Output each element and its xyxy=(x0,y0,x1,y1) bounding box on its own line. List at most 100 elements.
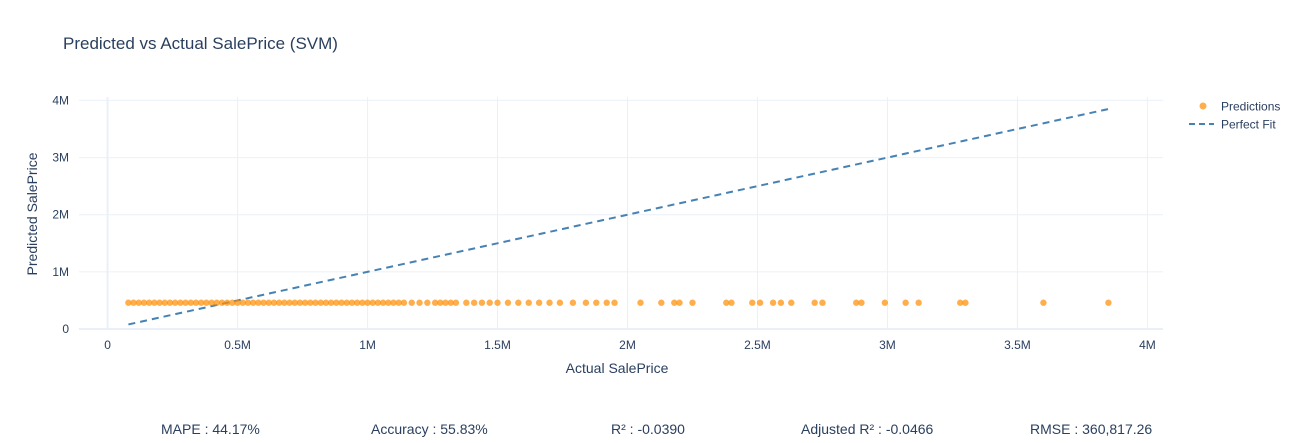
prediction-point xyxy=(486,299,493,306)
chart-title: Predicted vs Actual SalePrice (SVM) xyxy=(63,34,338,53)
legend-item-perfect-fit[interactable]: Perfect Fit xyxy=(1189,118,1276,132)
prediction-point xyxy=(130,299,137,306)
prediction-point xyxy=(611,299,618,306)
prediction-point xyxy=(187,299,194,306)
prediction-point xyxy=(307,299,314,306)
metric-value: 44.17% xyxy=(212,421,260,437)
prediction-point xyxy=(140,299,148,306)
x-tick-label: 0 xyxy=(104,338,111,352)
x-tick-label: 2.5M xyxy=(744,338,771,352)
prediction-point xyxy=(281,299,288,306)
prediction-point xyxy=(265,299,272,306)
prediction-point xyxy=(756,299,764,306)
metric-label: Adjusted R² xyxy=(801,421,875,437)
prediction-point xyxy=(197,299,205,306)
prediction-point xyxy=(161,299,168,306)
metric-accuracy: Accuracy : 55.83% xyxy=(371,421,488,437)
prediction-point xyxy=(494,299,501,306)
prediction-point xyxy=(327,299,335,306)
prediction-point xyxy=(637,299,644,306)
legend[interactable]: Predictions Perfect Fit xyxy=(1189,100,1280,132)
prediction-point xyxy=(535,299,543,306)
prediction-point xyxy=(255,299,262,306)
prediction-point xyxy=(431,299,439,306)
prediction-point xyxy=(853,299,860,306)
y-tick-label: 3M xyxy=(52,151,69,165)
x-tick-label: 3.5M xyxy=(1004,338,1031,352)
prediction-point xyxy=(229,299,236,306)
prediction-point xyxy=(151,299,158,306)
metric-rmse: RMSE : 360,817.26 xyxy=(1030,421,1153,437)
prediction-points xyxy=(125,299,1112,306)
prediction-point xyxy=(556,299,564,306)
grid xyxy=(79,97,1163,330)
prediction-point xyxy=(333,299,340,306)
prediction-point xyxy=(166,299,174,306)
prediction-point xyxy=(515,299,522,306)
prediction-point xyxy=(470,299,478,306)
prediction-point xyxy=(658,299,665,306)
prediction-point xyxy=(301,299,309,306)
x-tick-label: 2M xyxy=(619,338,636,352)
prediction-point xyxy=(676,299,683,306)
prediction-point xyxy=(463,299,470,306)
prediction-point xyxy=(203,299,210,306)
y-tick-label: 2M xyxy=(52,208,69,222)
prediction-point xyxy=(819,299,826,306)
prediction-point xyxy=(296,299,304,306)
prediction-point xyxy=(270,299,278,306)
prediction-point xyxy=(322,299,330,306)
prediction-point xyxy=(858,299,865,306)
prediction-point xyxy=(881,299,889,306)
metric-adjusted-r-squared: Adjusted R² : -0.0466 xyxy=(801,421,934,437)
x-tick-label: 4M xyxy=(1139,338,1156,352)
prediction-point xyxy=(603,299,610,306)
prediction-point xyxy=(728,299,735,306)
prediction-point xyxy=(343,299,350,306)
metric-value: -0.0390 xyxy=(637,421,685,437)
prediction-point xyxy=(447,299,454,306)
y-axis-title: Predicted SalePrice xyxy=(24,152,40,275)
prediction-point xyxy=(156,299,163,306)
prediction-point xyxy=(374,299,382,306)
prediction-point xyxy=(390,299,397,306)
metric-value: 55.83% xyxy=(440,421,488,437)
metric-value: 360,817.26 xyxy=(1082,421,1153,437)
perfect-fit-line-layer xyxy=(128,108,1109,326)
prediction-point xyxy=(593,299,600,306)
legend-item-predictions[interactable]: Predictions xyxy=(1199,100,1281,114)
legend-label-perfect-fit: Perfect Fit xyxy=(1221,118,1276,132)
prediction-point xyxy=(239,299,246,306)
metric-label: R² xyxy=(611,421,626,437)
y-tick-label: 0 xyxy=(62,322,69,336)
prediction-point xyxy=(260,299,267,306)
prediction-point xyxy=(312,299,319,306)
prediction-point xyxy=(424,299,431,306)
legend-marker-predictions xyxy=(1199,102,1207,110)
prediction-point xyxy=(504,299,512,306)
prediction-point xyxy=(452,299,460,306)
perfect-fit-line xyxy=(128,108,1109,326)
prediction-point xyxy=(177,299,184,306)
prediction-point xyxy=(689,299,696,306)
prediction-point xyxy=(915,299,922,306)
prediction-point xyxy=(437,299,444,306)
prediction-point xyxy=(135,299,142,306)
prediction-point xyxy=(569,299,577,306)
prediction-point xyxy=(957,299,964,306)
prediction-point xyxy=(359,299,366,306)
x-tick-label: 3M xyxy=(879,338,896,352)
prediction-point xyxy=(213,299,220,306)
prediction-point xyxy=(902,299,909,306)
prediction-point xyxy=(286,299,293,306)
prediction-point xyxy=(385,299,392,306)
prediction-point xyxy=(395,299,402,306)
prediction-point xyxy=(182,299,189,306)
prediction-point xyxy=(348,299,356,306)
prediction-point xyxy=(416,299,423,306)
x-axis-title: Actual SalePrice xyxy=(566,360,669,376)
prediction-point xyxy=(769,299,777,306)
y-tick-label: 4M xyxy=(52,93,69,107)
prediction-point xyxy=(291,299,298,306)
legend-label-predictions: Predictions xyxy=(1221,100,1280,114)
